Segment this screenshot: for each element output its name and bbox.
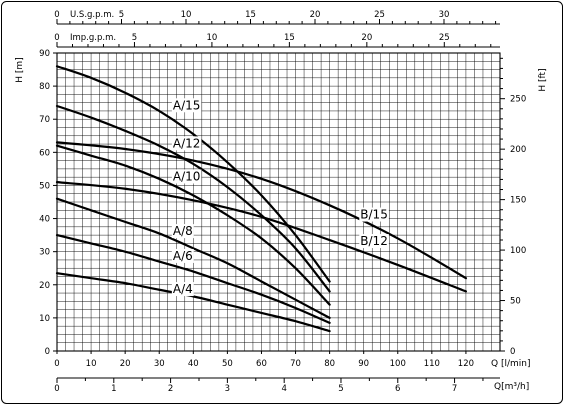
m3h-tick-label: 5 bbox=[338, 384, 343, 394]
curve-b-15 bbox=[55, 141, 468, 280]
usgpm-tick-label: 15 bbox=[245, 10, 256, 20]
x-tick-label: 90 bbox=[358, 359, 369, 369]
ft-tick-label: 0 bbox=[510, 347, 515, 357]
impgpm-tick-label: 10 bbox=[207, 33, 218, 43]
ft-tick-label: 50 bbox=[510, 297, 521, 307]
x-tick-label: 110 bbox=[424, 359, 440, 369]
curve-label-bg bbox=[359, 234, 389, 249]
y-tick-label: 60 bbox=[39, 148, 50, 158]
curve-label-a-10: A/10 bbox=[173, 169, 201, 183]
curve-label-a-6: A/6 bbox=[173, 249, 193, 263]
x-tick-label: 20 bbox=[120, 359, 131, 369]
x-tick-label: 50 bbox=[222, 359, 233, 369]
m3h-tick-label: 7 bbox=[452, 384, 457, 394]
impgpm-tick-label: 5 bbox=[132, 33, 137, 43]
x-tick-label: 30 bbox=[154, 359, 165, 369]
curve-a-12 bbox=[55, 104, 331, 293]
ft-axis-title: H [ft] bbox=[538, 68, 548, 91]
usgpm-tick-label: 20 bbox=[310, 10, 321, 20]
impgpm-tick-label: 20 bbox=[361, 33, 372, 43]
x-tick-label: 120 bbox=[458, 359, 474, 369]
y-tick-label: 30 bbox=[39, 248, 50, 258]
curve-label-bg bbox=[359, 207, 389, 222]
usgpm-tick-label: 0 bbox=[54, 10, 59, 20]
usgpm-tick-label: 30 bbox=[439, 10, 450, 20]
curve-label-bg bbox=[171, 282, 194, 297]
m3h-axis-title: Q[m³/h] bbox=[494, 382, 529, 392]
curve-label-bg bbox=[171, 169, 202, 184]
curve-label-b-15: B/15 bbox=[360, 208, 388, 222]
x-tick-label: 60 bbox=[256, 359, 267, 369]
x-tick-label: 70 bbox=[290, 359, 301, 369]
impgpm-axis-title: Imp.g.p.m. bbox=[70, 33, 116, 43]
usgpm-axis-title: U.S.g.p.m. bbox=[70, 10, 114, 20]
curve-a-10 bbox=[55, 144, 331, 306]
y-tick-label: 70 bbox=[39, 115, 50, 125]
ft-tick-label: 200 bbox=[510, 145, 526, 155]
m3h-tick-label: 4 bbox=[281, 384, 286, 394]
curve-label-a-4: A/4 bbox=[173, 282, 193, 296]
m3h-tick-label: 2 bbox=[168, 384, 173, 394]
curve-a-8 bbox=[55, 197, 331, 319]
curve-a-15 bbox=[55, 65, 331, 283]
y-tick-label: 10 bbox=[39, 314, 50, 324]
curve-label-bg bbox=[171, 224, 194, 239]
curve-label-a-12: A/12 bbox=[173, 136, 201, 150]
ft-tick-label: 100 bbox=[510, 246, 526, 256]
plot-border bbox=[56, 52, 501, 352]
y-tick-label: 80 bbox=[39, 82, 50, 92]
curves bbox=[55, 65, 468, 333]
usgpm-tick-label: 25 bbox=[374, 10, 385, 20]
x-tick-label: 0 bbox=[54, 359, 59, 369]
labels: A/15 A/12 A/10 A/8 A/6 A/4 B/15 B/12 bbox=[171, 98, 389, 297]
impgpm-tick-label: 25 bbox=[439, 33, 450, 43]
curve-label-a-15: A/15 bbox=[173, 98, 201, 112]
usgpm-tick-label: 5 bbox=[119, 10, 124, 20]
y-tick-label: 0 bbox=[45, 347, 50, 357]
curve-label-bg bbox=[171, 248, 194, 263]
y-tick-label: 90 bbox=[39, 49, 50, 59]
curve-a-4 bbox=[55, 272, 331, 333]
y-axis-title: H [m] bbox=[15, 57, 25, 82]
x-tick-label: 100 bbox=[390, 359, 406, 369]
x-axis-title: Q [l/min] bbox=[491, 359, 530, 369]
impgpm-tick-label: 0 bbox=[54, 33, 59, 43]
curve-label-bg bbox=[171, 98, 202, 113]
y-tick-label: 40 bbox=[39, 215, 50, 225]
m3h-tick-label: 1 bbox=[111, 384, 116, 394]
m3h-tick-label: 3 bbox=[225, 384, 230, 394]
curve-label-bg bbox=[171, 136, 202, 151]
grid bbox=[56, 52, 501, 352]
m3h-tick-label: 6 bbox=[395, 384, 400, 394]
curve-b-12 bbox=[55, 181, 468, 293]
m3h-tick-label: 0 bbox=[54, 384, 59, 394]
ft-tick-label: 150 bbox=[510, 196, 526, 206]
y-tick-label: 20 bbox=[39, 281, 50, 291]
ft-tick-label: 250 bbox=[510, 95, 526, 105]
x-tick-label: 10 bbox=[86, 359, 97, 369]
usgpm-tick-label: 10 bbox=[181, 10, 192, 20]
x-tick-label: 80 bbox=[324, 359, 335, 369]
curve-label-b-12: B/12 bbox=[360, 234, 388, 248]
y-tick-label: 50 bbox=[39, 181, 50, 191]
x-tick-label: 40 bbox=[188, 359, 199, 369]
curve-label-a-8: A/8 bbox=[173, 224, 193, 238]
impgpm-tick-label: 15 bbox=[284, 33, 295, 43]
curve-a-6 bbox=[55, 234, 331, 324]
